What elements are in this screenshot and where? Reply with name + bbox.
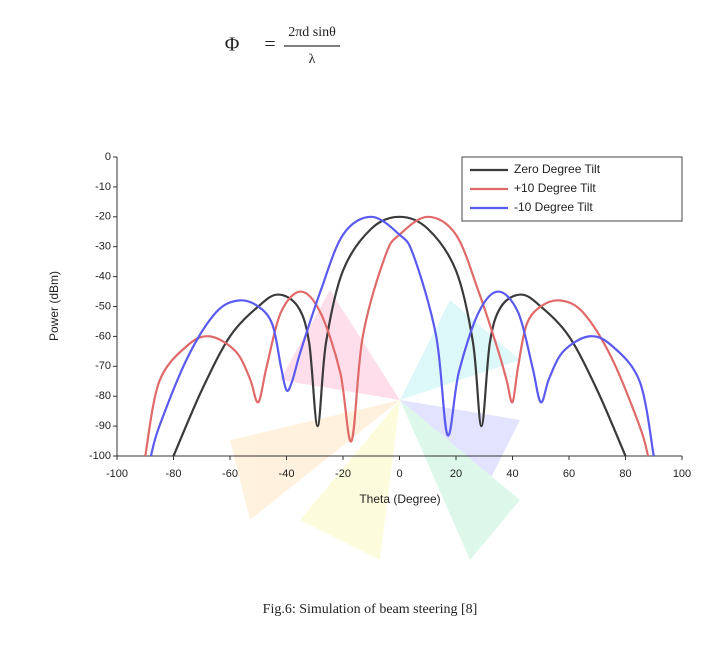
x-tick-label: 0 <box>396 468 402 480</box>
formula-numerator: 2πd sinθ <box>288 25 336 40</box>
x-tick-label: -40 <box>279 468 295 480</box>
legend-label: +10 Degree Tilt <box>514 181 596 195</box>
x-tick-label: -80 <box>166 468 182 480</box>
x-tick-label: 100 <box>673 468 691 480</box>
y-tick-label: -10 <box>95 181 111 193</box>
y-tick-label: -30 <box>95 241 111 253</box>
x-axis-label: Theta (Degree) <box>359 492 440 506</box>
y-tick-label: -60 <box>95 330 111 342</box>
y-axis-label: Power (dBm) <box>47 271 61 341</box>
y-tick-label: -70 <box>95 360 111 372</box>
x-tick-label: 20 <box>450 468 462 480</box>
formula-denominator: λ <box>309 52 316 67</box>
formula-lhs: Φ <box>225 34 240 56</box>
y-tick-label: -40 <box>95 271 111 283</box>
formula-equals: = <box>264 34 275 56</box>
y-tick-label: -20 <box>95 211 111 223</box>
figure-caption: Fig.6: Simulation of beam steering [8] <box>263 602 478 617</box>
x-tick-label: -20 <box>335 468 351 480</box>
legend-label: -10 Degree Tilt <box>514 200 593 214</box>
x-tick-label: 80 <box>619 468 631 480</box>
y-tick-label: -90 <box>95 420 111 432</box>
y-tick-label: -100 <box>89 450 111 462</box>
y-tick-label: -80 <box>95 390 111 402</box>
y-tick-label: 0 <box>105 151 111 163</box>
y-tick-label: -50 <box>95 300 111 312</box>
legend-label: Zero Degree Tilt <box>514 162 601 176</box>
x-tick-label: -60 <box>222 468 238 480</box>
x-tick-label: -100 <box>106 468 128 480</box>
x-tick-label: 60 <box>563 468 575 480</box>
series-line <box>151 217 654 456</box>
page: Φ = 2πd sinθ λ Power (dBm) Theta (Degree… <box>0 0 716 661</box>
series-line <box>174 217 626 456</box>
x-tick-label: 40 <box>506 468 518 480</box>
